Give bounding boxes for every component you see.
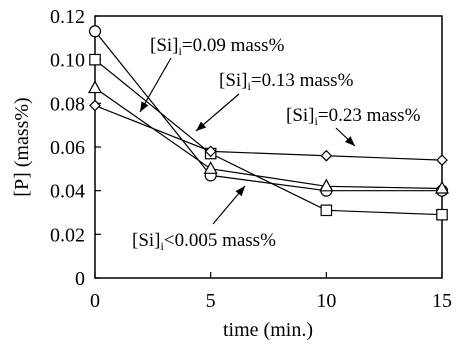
y-tick-label-6: 0.12 bbox=[50, 6, 85, 28]
annotation-op-2: = bbox=[318, 105, 329, 126]
series-line-square bbox=[94, 59, 443, 216]
point-square-3 bbox=[436, 208, 448, 221]
annotation-text-0: [Si]i=0.09 mass% bbox=[150, 35, 285, 58]
x-axis-label: time (min.) bbox=[223, 319, 313, 341]
annotation-text-3: [Si]i<0.005 mass% bbox=[132, 230, 276, 253]
annotation-op-0: = bbox=[182, 35, 193, 56]
y-tick-label-0: 0 bbox=[75, 268, 85, 290]
point-triangle-0 bbox=[87, 80, 103, 94]
annotation-value-0: 0.09 mass% bbox=[193, 35, 285, 56]
point-triangle-1 bbox=[203, 161, 218, 174]
annotation-op-1: = bbox=[251, 70, 262, 91]
annotation-2: [Si]i=0.23 mass% bbox=[286, 105, 421, 147]
point-diamond-3 bbox=[436, 154, 448, 166]
x-tick-label-2: 10 bbox=[316, 290, 336, 312]
annotation-value-3: 0.005 mass% bbox=[175, 230, 277, 251]
point-diamond-1 bbox=[204, 145, 217, 158]
annotation-value-1: 0.13 mass% bbox=[262, 70, 354, 91]
annotation-value-2: 0.23 mass% bbox=[329, 105, 421, 126]
y-ticks: 0 0.02 0.04 0.06 0.08 0.10 0.12 bbox=[50, 6, 101, 290]
point-triangle-2 bbox=[319, 178, 334, 192]
point-diamond-2 bbox=[320, 149, 333, 162]
y-tick-label-1: 0.02 bbox=[50, 224, 85, 246]
annotation-text-1: [Si]i=0.13 mass% bbox=[219, 70, 354, 93]
point-square-2 bbox=[320, 204, 333, 217]
annotations: [Si]i=0.09 mass%[Si]i=0.13 mass%[Si]i=0.… bbox=[132, 35, 421, 253]
point-triangle-3 bbox=[434, 180, 450, 194]
annotation-arrowhead-0 bbox=[140, 101, 149, 112]
annotation-sub-1: i bbox=[248, 79, 252, 93]
annotation-sub-0: i bbox=[179, 44, 183, 58]
annotation-arrow-0 bbox=[139, 57, 172, 113]
point-circle-0 bbox=[88, 25, 102, 38]
annotation-3: [Si]i<0.005 mass% bbox=[132, 185, 276, 253]
point-square-0 bbox=[89, 53, 101, 66]
y-tick-label-3: 0.06 bbox=[50, 137, 85, 159]
x-tick-label-1: 5 bbox=[206, 290, 216, 312]
annotation-arrowhead-3 bbox=[235, 186, 245, 197]
x-ticks: 0 5 10 15 bbox=[90, 272, 452, 312]
y-axis-label: [P] (mass%) bbox=[11, 97, 33, 196]
annotation-1: [Si]i=0.13 mass% bbox=[195, 70, 354, 132]
annotation-sub-3: i bbox=[161, 239, 165, 253]
point-diamond-0 bbox=[89, 99, 101, 112]
annotation-arrowhead-2 bbox=[344, 136, 355, 146]
annotation-base-0: [Si] bbox=[150, 35, 179, 56]
annotation-base-1: [Si] bbox=[219, 70, 248, 91]
series-group bbox=[87, 25, 450, 221]
series-line-circle bbox=[94, 30, 442, 192]
series-line-triangle bbox=[94, 87, 443, 190]
y-tick-label-4: 0.08 bbox=[50, 93, 85, 115]
series-line-diamond bbox=[94, 104, 443, 161]
y-tick-label-5: 0.10 bbox=[50, 50, 85, 72]
annotation-base-3: [Si] bbox=[132, 230, 161, 251]
annotation-base-2: [Si] bbox=[286, 105, 315, 126]
annotation-op-3: < bbox=[164, 230, 175, 251]
annotation-0: [Si]i=0.09 mass% bbox=[139, 35, 285, 113]
annotation-text-2: [Si]i=0.23 mass% bbox=[286, 105, 421, 128]
y-tick-label-2: 0.04 bbox=[50, 181, 85, 203]
series-diamond bbox=[89, 99, 448, 166]
annotation-sub-2: i bbox=[315, 114, 319, 128]
x-tick-label-0: 0 bbox=[90, 290, 100, 312]
x-tick-label-3: 15 bbox=[432, 290, 452, 312]
annotation-arrowhead-1 bbox=[196, 121, 207, 131]
